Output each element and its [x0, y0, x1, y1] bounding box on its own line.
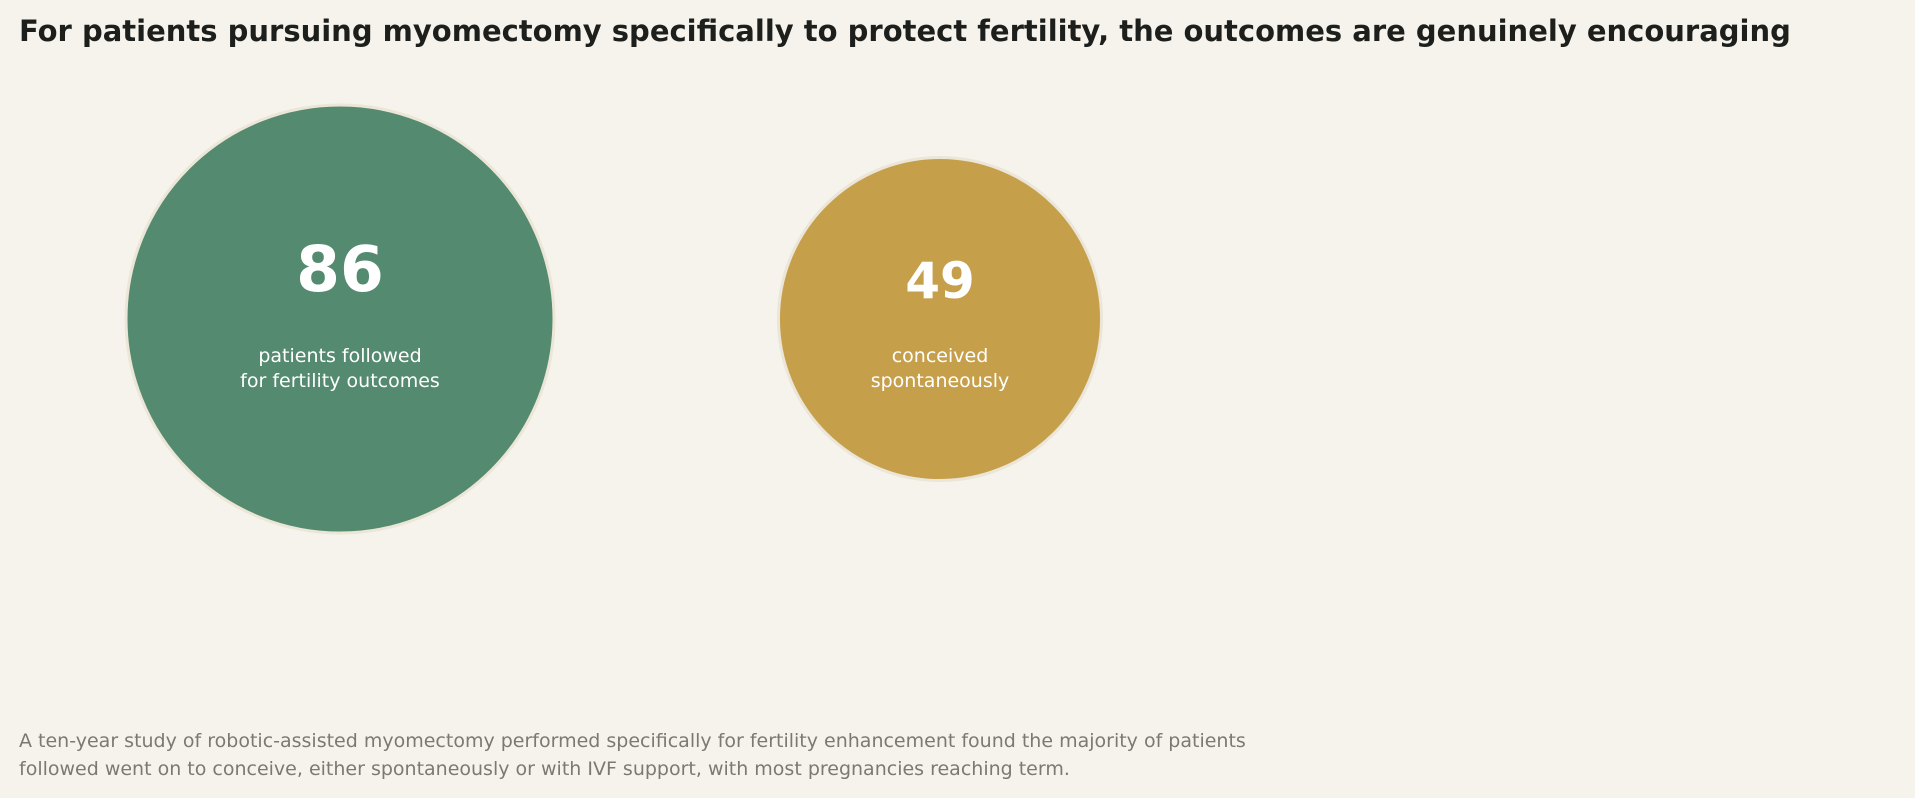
- bubble-label-line: patients followed: [258, 345, 421, 367]
- bubble-value: 86: [296, 233, 384, 306]
- bubble-circle: [124, 103, 556, 535]
- bubble-2: 49 conceived spontaneously: [776, 155, 1104, 483]
- bubble-1: 86 patients followed for fertility outcome…: [124, 103, 556, 535]
- caption-line-1: A ten-year study of robotic-assisted myo…: [19, 730, 1246, 752]
- bubble-label-line: conceived: [892, 345, 989, 367]
- caption-line-2: followed went on to conceive, either spo…: [19, 758, 1070, 780]
- bubble-value: 49: [905, 252, 975, 310]
- bubble-chart: 86 patients followed for fertility outcome…: [124, 103, 1104, 535]
- chart-caption: A ten-year study of robotic-assisted myo…: [19, 727, 1419, 783]
- chart-title: For patients pursuing myomectomy specifi…: [19, 14, 1791, 48]
- bubble-label-line: for fertility outcomes: [240, 370, 440, 392]
- bubble-label-line: spontaneously: [871, 370, 1010, 392]
- bubble-circle: [776, 155, 1104, 483]
